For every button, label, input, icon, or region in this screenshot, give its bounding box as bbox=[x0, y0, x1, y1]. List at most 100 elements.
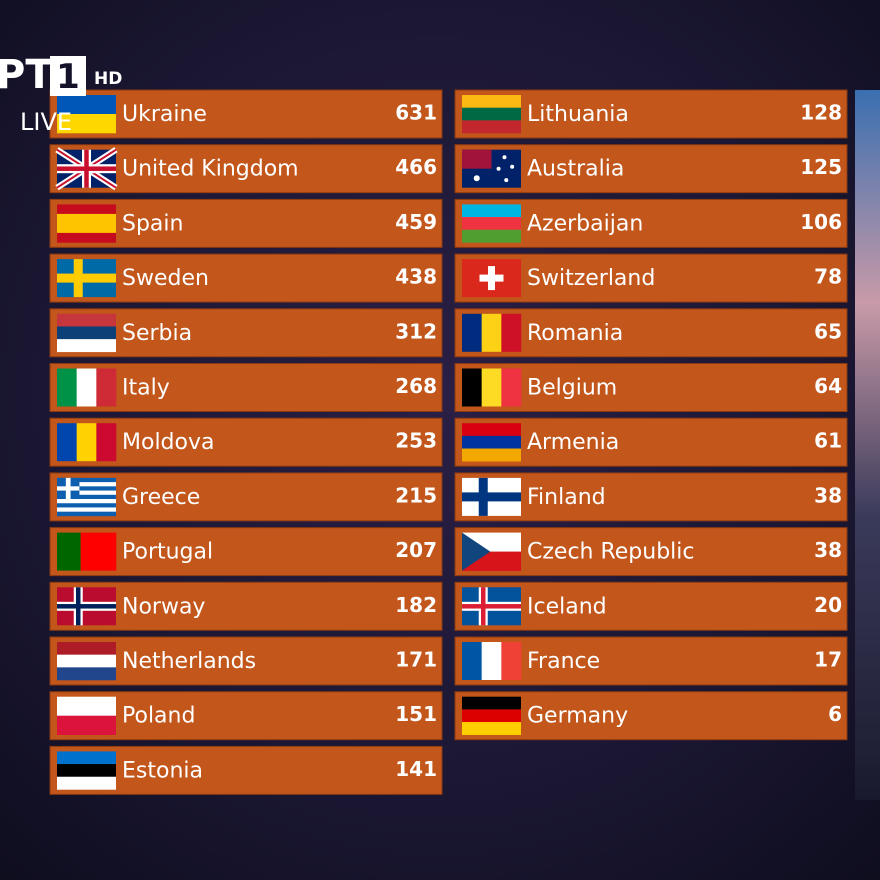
flag-cross bbox=[57, 273, 116, 283]
flag-stripe bbox=[68, 532, 81, 571]
flag-stripe bbox=[462, 229, 521, 243]
score-row: Ukraine 631 bbox=[49, 89, 443, 139]
flag bbox=[57, 423, 117, 462]
flag-stripe bbox=[57, 423, 77, 462]
score-row: Portugal 207 bbox=[49, 527, 443, 577]
score-row: Greece 215 bbox=[49, 472, 443, 522]
flag-stripe bbox=[501, 368, 522, 407]
points: 65 bbox=[814, 319, 842, 343]
flag bbox=[57, 587, 116, 626]
points: 207 bbox=[395, 538, 437, 562]
flag-star bbox=[502, 155, 507, 160]
points: 466 bbox=[395, 155, 437, 179]
flag-stripe bbox=[57, 511, 116, 517]
flag-stripe bbox=[57, 313, 116, 327]
score-row: France 17 bbox=[454, 636, 848, 686]
quality: HD bbox=[94, 69, 122, 89]
flag-cross bbox=[478, 477, 488, 516]
flag bbox=[462, 642, 522, 680]
flag-cross bbox=[75, 587, 81, 626]
flag-stripe bbox=[57, 204, 116, 215]
score-row: Iceland 20 bbox=[454, 581, 848, 631]
points: 20 bbox=[814, 593, 842, 617]
flag bbox=[462, 696, 521, 735]
country-name: Greece bbox=[122, 485, 200, 510]
flag-stripe bbox=[462, 435, 521, 449]
flag-stripe bbox=[462, 107, 521, 121]
flag-stripe bbox=[462, 642, 482, 680]
flag-cross bbox=[488, 266, 495, 291]
flag bbox=[462, 95, 521, 134]
flag-stripe bbox=[501, 313, 522, 352]
score-row: Switzerland 78 bbox=[454, 253, 848, 303]
points: 151 bbox=[395, 702, 437, 726]
flag-stripe bbox=[481, 313, 502, 352]
flag-stripe bbox=[462, 217, 521, 231]
flag-stripe bbox=[57, 114, 116, 134]
flag-stripe bbox=[57, 490, 116, 496]
country-name: Ukraine bbox=[122, 102, 207, 127]
score-row: Netherlands 171 bbox=[49, 636, 443, 686]
flag bbox=[462, 313, 522, 352]
score-row: Serbia 312 bbox=[49, 308, 443, 358]
country-name: Switzerland bbox=[527, 266, 655, 291]
flag-stripe bbox=[57, 667, 116, 681]
flag-stripe bbox=[57, 751, 116, 765]
flag-cross bbox=[480, 587, 486, 626]
flag bbox=[57, 204, 116, 243]
country-name: Spain bbox=[122, 211, 183, 236]
points: 125 bbox=[800, 155, 842, 179]
points: 268 bbox=[395, 374, 437, 398]
flag-stripe bbox=[462, 313, 482, 352]
flag-stripe bbox=[57, 223, 116, 234]
score-row: Armenia 61 bbox=[454, 417, 848, 467]
country-name: Iceland bbox=[527, 594, 607, 619]
flag bbox=[57, 368, 117, 407]
flag bbox=[57, 477, 116, 517]
flag bbox=[462, 532, 521, 571]
flag-stripe bbox=[462, 95, 521, 108]
points: 141 bbox=[395, 757, 437, 781]
flag-stripe bbox=[462, 709, 521, 723]
flag-stripe bbox=[57, 494, 116, 500]
score-row: Italy 268 bbox=[49, 363, 443, 412]
flag-stripe bbox=[57, 499, 116, 504]
country-name: Serbia bbox=[122, 321, 192, 346]
score-row: Finland 38 bbox=[454, 472, 848, 522]
points: 182 bbox=[395, 593, 437, 617]
flag-stripe bbox=[57, 95, 116, 115]
country-name: Australia bbox=[527, 157, 624, 182]
flag-stripe bbox=[481, 368, 502, 407]
flag-stripe bbox=[57, 503, 116, 508]
flag-stripe bbox=[57, 776, 116, 790]
flag-canton bbox=[462, 149, 492, 169]
channel-logo: PT 1 HD LIVE bbox=[0, 52, 122, 136]
flag-stripe bbox=[57, 232, 116, 243]
country-name: Norway bbox=[122, 594, 205, 619]
flag-cross bbox=[65, 477, 71, 500]
points: 38 bbox=[814, 483, 842, 507]
country-name: United Kingdom bbox=[122, 157, 299, 182]
country-name: Sweden bbox=[122, 266, 209, 291]
country-name: France bbox=[527, 649, 600, 674]
points: 106 bbox=[800, 210, 842, 234]
points: 459 bbox=[395, 210, 437, 234]
live: LIVE bbox=[20, 108, 72, 136]
score-row: Czech Republic 38 bbox=[454, 527, 848, 577]
flag-stripe bbox=[462, 204, 521, 218]
flag-stripe bbox=[96, 368, 117, 407]
flag-stripe bbox=[57, 654, 116, 668]
score-row: Poland 151 bbox=[49, 691, 443, 741]
country-name: Moldova bbox=[122, 430, 214, 455]
score-row: Belgium 64 bbox=[454, 363, 848, 412]
score-row: Germany 6 bbox=[454, 691, 848, 741]
country-name: Italy bbox=[122, 376, 170, 401]
flag bbox=[462, 204, 521, 243]
flag-cross bbox=[462, 492, 521, 502]
country-name: Azerbaijan bbox=[527, 211, 643, 236]
country-name: Poland bbox=[122, 704, 195, 729]
points: 253 bbox=[395, 429, 437, 453]
flag-stripe bbox=[501, 642, 522, 680]
score-row: Sweden 438 bbox=[49, 253, 443, 303]
